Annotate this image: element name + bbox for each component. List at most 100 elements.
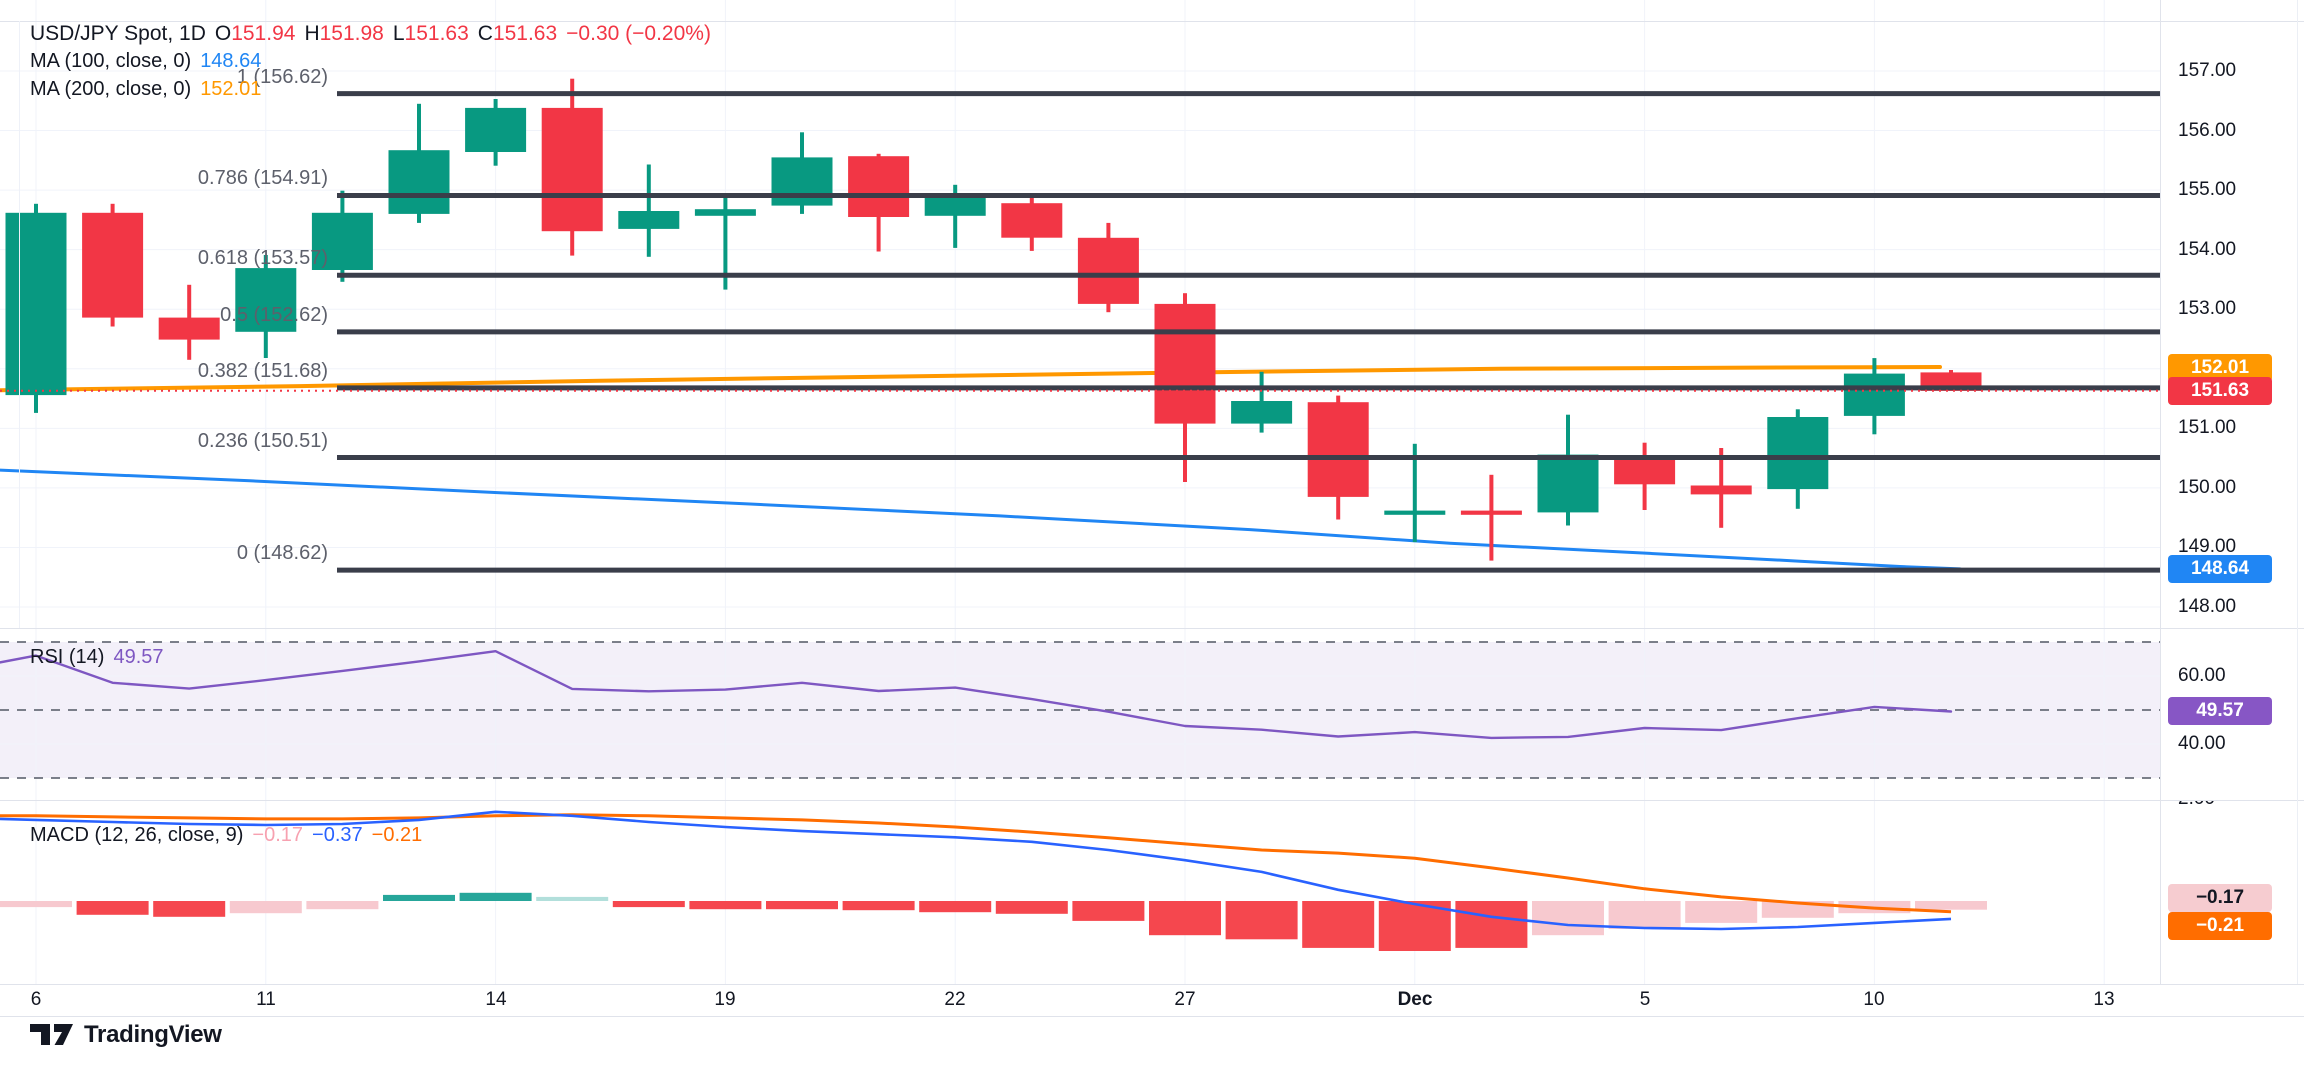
candle-body (235, 268, 297, 332)
ohlc-h: H151.98 (304, 22, 384, 45)
candle-body (1537, 454, 1599, 513)
candle-wick (723, 197, 728, 290)
fib-label: 0.5 (152.62) (220, 304, 328, 326)
candle-Dec-4[interactable] (1537, 414, 1599, 526)
candle-Dec-2[interactable] (1384, 443, 1446, 543)
candle-wick (646, 164, 651, 257)
time-label-6[interactable]: 6 (30, 989, 42, 1010)
symbol-title: USD/JPY Spot, 1D (30, 22, 206, 45)
fib-label: 0.236 (150.51) (197, 430, 328, 452)
ma200-legend: MA (200, close, 0) 152.01 (30, 78, 261, 101)
ohlc-l: L151.63 (392, 22, 469, 45)
time-label-27[interactable]: 27 (1174, 989, 1196, 1010)
macd-histogram-bar (1608, 901, 1681, 929)
time-label-5[interactable]: 5 (1639, 989, 1651, 1010)
candle-Dec-6[interactable] (1690, 448, 1752, 528)
candle-Dec-3[interactable] (1460, 474, 1522, 561)
candle-body (1384, 510, 1446, 515)
macd-histogram-bar (1455, 901, 1528, 948)
candle-body (1767, 417, 1829, 490)
macd-signal-value: −0.21 (371, 824, 423, 846)
time-label-10[interactable]: 10 (1863, 989, 1885, 1010)
candle-Nov-6[interactable] (5, 203, 67, 413)
price-tick: 155.00 (2178, 179, 2237, 200)
time-axis-bottom-border (0, 1016, 2304, 1017)
macd-histogram-bar (1302, 901, 1375, 948)
candle-Nov-28[interactable] (1231, 371, 1293, 433)
time-label-13[interactable]: 13 (2093, 989, 2115, 1010)
macd-histogram-bar (306, 901, 379, 910)
fib-label: 0.786 (154.91) (197, 167, 328, 189)
price-axis[interactable]: 157.00 156.00 155.00 154.00 153.00 151.00 150.… (2160, 0, 2304, 628)
rsi-axis[interactable]: 60.00 40.00 49.57 (2160, 628, 2304, 800)
time-label-22[interactable]: 22 (944, 989, 966, 1010)
macd-signal-line (0, 813, 1952, 914)
ma200-line (0, 365, 1942, 393)
macd-histogram-bar (1915, 901, 1987, 910)
candle-Nov-8[interactable] (158, 284, 220, 360)
time-label-14[interactable]: 14 (485, 989, 507, 1010)
macd-histogram-bar (383, 894, 455, 901)
candle-Nov-7[interactable] (82, 203, 144, 327)
candle-Nov-22[interactable] (924, 184, 986, 248)
candle-Nov-25[interactable] (1001, 196, 1063, 251)
candle-Dec-10[interactable] (1843, 358, 1905, 435)
candle-body (465, 107, 527, 152)
candle-Nov-14[interactable] (465, 99, 527, 166)
macd-pane[interactable] (0, 800, 2160, 984)
price-tick: 148.00 (2178, 596, 2237, 617)
candle-Nov-20[interactable] (771, 132, 833, 214)
time-axis[interactable]: 6 11 14 19 22 27 Dec 5 10 13 (0, 984, 2304, 1016)
macd-histogram-bar (229, 901, 302, 914)
time-label-Dec[interactable]: Dec (1397, 989, 1433, 1010)
rsi-line (0, 650, 1953, 740)
candle-Nov-15[interactable] (541, 78, 603, 256)
macd-histogram-bar (153, 901, 226, 917)
candle-body (1231, 401, 1293, 424)
candle-body (924, 197, 986, 216)
candle-body (848, 156, 910, 217)
tradingview-logo[interactable]: TradingView (28, 1020, 222, 1049)
macd-histogram-bar (1532, 901, 1604, 936)
tradingview-logo-text: TradingView (84, 1020, 222, 1048)
ma100-line (0, 468, 1962, 571)
ma100-value: 148.64 (200, 50, 262, 72)
macd-histogram-bar (459, 892, 532, 901)
macd-histogram-bar (842, 901, 915, 911)
ma100-label: MA (100, close, 0) (30, 50, 192, 72)
price-tick: 156.00 (2178, 120, 2237, 141)
candle-Nov-18[interactable] (618, 164, 680, 257)
fib-label: 1 (156.62) (236, 66, 328, 88)
candle-Nov-26[interactable] (1077, 222, 1139, 313)
price-tick: 153.00 (2178, 298, 2237, 319)
candle-body (82, 212, 144, 318)
ohlc-o: O151.94 (214, 22, 296, 45)
candle-Nov-21[interactable] (848, 153, 910, 252)
candle-body (1843, 373, 1905, 416)
candle-body (694, 209, 756, 216)
candle-body (541, 107, 603, 232)
macd-histogram-bar (689, 901, 762, 910)
macd-histogram-bar (919, 901, 992, 913)
candle-wick (953, 184, 958, 248)
macd-histogram-bar (536, 896, 609, 901)
candle-Nov-29[interactable] (1307, 395, 1369, 520)
price-tick: 149.00 (2178, 536, 2237, 557)
price-badge: 151.63 (2168, 377, 2272, 405)
time-label-19[interactable]: 19 (714, 989, 736, 1010)
macd-line-value: −0.37 (312, 824, 363, 846)
candle-Nov-19[interactable] (694, 197, 756, 290)
candle-wick (1412, 443, 1417, 543)
macd-badge: −0.21 (2168, 912, 2272, 940)
time-label-11[interactable]: 11 (256, 989, 276, 1010)
price-chart-pane[interactable] (0, 0, 2160, 628)
candle-Nov-13[interactable] (388, 103, 450, 223)
macd-axis[interactable]: 2.00 −0.17−0.21 (2160, 800, 2304, 984)
candle-body (5, 212, 67, 396)
rsi-pane[interactable] (0, 628, 2160, 800)
candle-Nov-12[interactable] (311, 190, 373, 282)
candle-body (1077, 237, 1139, 304)
time-axis-top-border (0, 984, 2304, 985)
candle-Nov-11[interactable] (235, 255, 297, 358)
candle-Dec-5[interactable] (1614, 442, 1676, 510)
